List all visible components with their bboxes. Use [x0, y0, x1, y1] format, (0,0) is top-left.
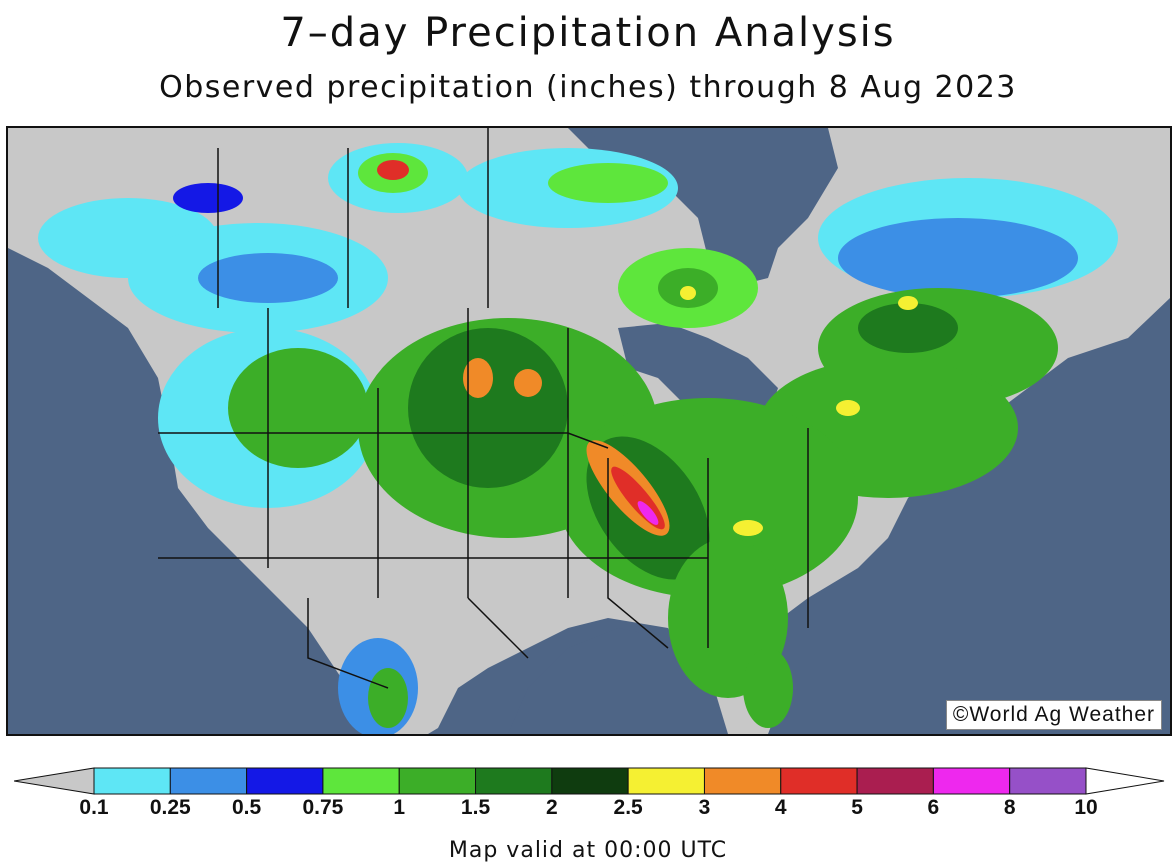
legend-tick-label: 1 — [393, 796, 406, 819]
precipitation-map: ©World Ag Weather — [6, 126, 1172, 736]
legend-swatch — [475, 767, 553, 795]
legend-tick-label: 8 — [1003, 796, 1016, 819]
legend-tick-label: 1.5 — [460, 796, 491, 819]
legend-swatch — [856, 767, 934, 795]
legend-swatch — [1009, 767, 1087, 795]
legend-tick-label: 0.5 — [232, 796, 262, 819]
legend-swatch — [703, 767, 782, 795]
legend-tick-label: 10 — [1074, 796, 1098, 819]
legend-swatch — [398, 767, 477, 795]
legend-swatch — [627, 767, 705, 795]
legend-below-arrow — [14, 767, 95, 795]
gulf-of-mexico — [508, 628, 728, 734]
legend-swatch — [780, 767, 858, 795]
color-legend — [14, 767, 1165, 795]
legend-tick-label: 0.75 — [302, 796, 344, 819]
legend-swatch — [246, 767, 324, 795]
legend-swatch — [932, 767, 1011, 795]
credit-text: World Ag Weather — [969, 703, 1155, 726]
legend-tick-label: 0.1 — [79, 796, 109, 819]
legend-tick-label: 0.25 — [149, 796, 191, 819]
map-canvas — [8, 128, 1170, 734]
borders — [158, 128, 809, 689]
map-title: 7–day Precipitation Analysis — [280, 10, 896, 56]
legend-tick-label: 5 — [851, 796, 863, 819]
legend-tick-label: 3 — [698, 796, 711, 819]
legend-tick-label: 2 — [546, 796, 558, 819]
legend-tick-label: 4 — [774, 796, 787, 819]
legend-tick-label: 2.5 — [613, 796, 643, 819]
map-subtitle: Observed precipitation (inches) through … — [159, 70, 1017, 105]
legend-tick-label: 6 — [927, 796, 940, 819]
copyright-icon: © — [952, 703, 970, 726]
legend-swatch — [169, 767, 248, 795]
legend-swatch — [551, 767, 629, 795]
credit-badge: ©World Ag Weather — [945, 700, 1162, 730]
precip-areas — [38, 143, 1118, 734]
legend-above-arrow — [1085, 767, 1165, 795]
legend-swatch — [93, 767, 171, 795]
map-footer: Map valid at 00:00 UTC — [448, 838, 728, 863]
legend-swatch — [322, 767, 400, 795]
